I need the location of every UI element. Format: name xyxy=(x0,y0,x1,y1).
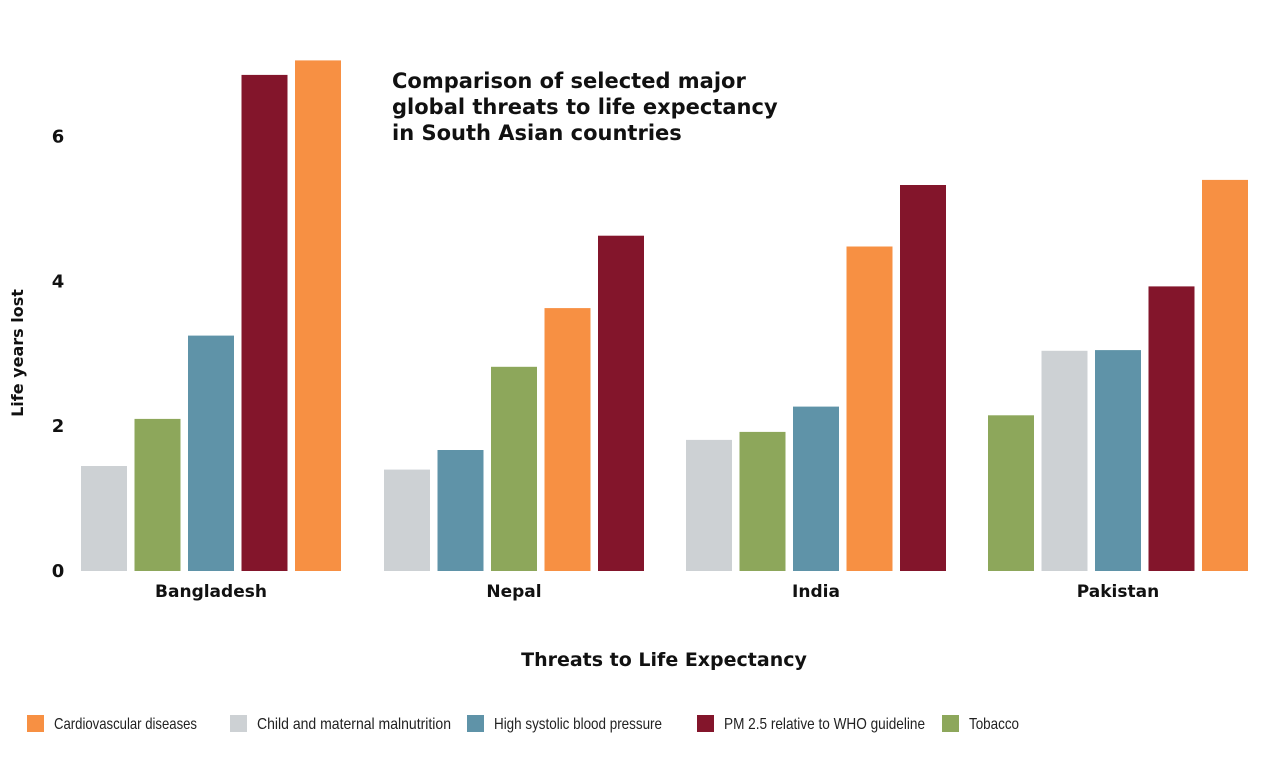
y-tick-label: 2 xyxy=(52,416,65,437)
chart-bars: Child and maternal malnutrition: 1.45Tob… xyxy=(81,60,1248,572)
legend-swatch xyxy=(27,715,44,732)
legend-label: Tobacco xyxy=(969,716,1019,733)
bar-india-hbp: High systolic blood pressure: 2.27 xyxy=(793,406,839,571)
bar-india-cvd: Cardiovascular diseases: 4.48 xyxy=(846,246,893,571)
bar-nepal-pm25: PM 2.5 relative to WHO guideline: 4.63 xyxy=(598,235,644,571)
legend-item-tob: Tobacco xyxy=(942,715,1019,733)
y-axis-label: Life years lost xyxy=(8,289,27,417)
chart-legend: Cardiovascular diseases Child and materna… xyxy=(27,715,1019,733)
chart-title-line-2: global threats to life expectancy xyxy=(392,95,778,119)
legend-swatch xyxy=(230,715,247,732)
legend-item-cmm: Child and maternal malnutrition xyxy=(230,715,451,733)
bar-pakistan-cmm: Child and maternal malnutrition: 3.04 xyxy=(1041,350,1088,571)
legend-swatch xyxy=(942,715,959,732)
bar-pakistan-tob: Tobacco: 2.15 xyxy=(988,415,1034,571)
x-axis-ticks: Bangladesh Nepal India Pakistan xyxy=(155,582,1159,602)
y-axis-ticks: 0 2 4 6 xyxy=(52,126,65,582)
bar-bangladesh-cvd: Cardiovascular diseases: 7.05 xyxy=(295,60,341,572)
bar-nepal-hbp: High systolic blood pressure: 1.67 xyxy=(437,450,484,571)
legend-label: High systolic blood pressure xyxy=(494,716,662,733)
legend-label: PM 2.5 relative to WHO guideline xyxy=(724,716,925,733)
x-tick-label: India xyxy=(792,582,840,602)
bar-india-tob: Tobacco: 1.92 xyxy=(739,431,786,571)
y-tick-label: 0 xyxy=(52,561,65,582)
bar-india-cmm: Child and maternal malnutrition: 1.81 xyxy=(686,439,732,571)
y-tick-label: 4 xyxy=(52,271,65,292)
x-tick-label: Bangladesh xyxy=(155,582,267,602)
x-tick-label: Nepal xyxy=(486,582,541,602)
chart-title-line-3: in South Asian countries xyxy=(392,121,682,145)
bar-bangladesh-tob: Tobacco: 2.1 xyxy=(134,418,181,571)
bar-pakistan-hbp: High systolic blood pressure: 3.05 xyxy=(1095,350,1141,571)
bar-nepal-cmm: Child and maternal malnutrition: 1.4 xyxy=(384,469,430,571)
bar-india-pm25: PM 2.5 relative to WHO guideline: 5.33 xyxy=(900,185,946,571)
legend-swatch xyxy=(467,715,484,732)
legend-swatch xyxy=(697,715,714,732)
bar-bangladesh-hbp: High systolic blood pressure: 3.25 xyxy=(188,335,234,571)
bar-pakistan-pm25: PM 2.5 relative to WHO guideline: 3.93 xyxy=(1148,286,1195,571)
legend-label: Cardiovascular diseases xyxy=(54,716,197,733)
x-tick-label: Pakistan xyxy=(1077,582,1159,602)
bar-nepal-cvd: Cardiovascular diseases: 3.63 xyxy=(544,308,591,571)
legend-label: Child and maternal malnutrition xyxy=(257,716,451,733)
legend-item-pm25: PM 2.5 relative to WHO guideline xyxy=(697,715,925,733)
bar-pakistan-cvd: Cardiovascular diseases: 5.4 xyxy=(1202,179,1248,571)
legend-item-hbp: High systolic blood pressure xyxy=(467,715,662,733)
legend-item-cvd: Cardiovascular diseases xyxy=(27,715,197,733)
bar-bangladesh-cmm: Child and maternal malnutrition: 1.45 xyxy=(81,466,127,571)
bar-bangladesh-pm25: PM 2.5 relative to WHO guideline: 6.85 xyxy=(241,74,288,572)
bar-nepal-tob: Tobacco: 2.82 xyxy=(491,366,537,571)
y-tick-label: 6 xyxy=(52,126,65,147)
chart-title-line-1: Comparison of selected major xyxy=(392,69,746,93)
x-axis-label: Threats to Life Expectancy xyxy=(521,649,807,671)
